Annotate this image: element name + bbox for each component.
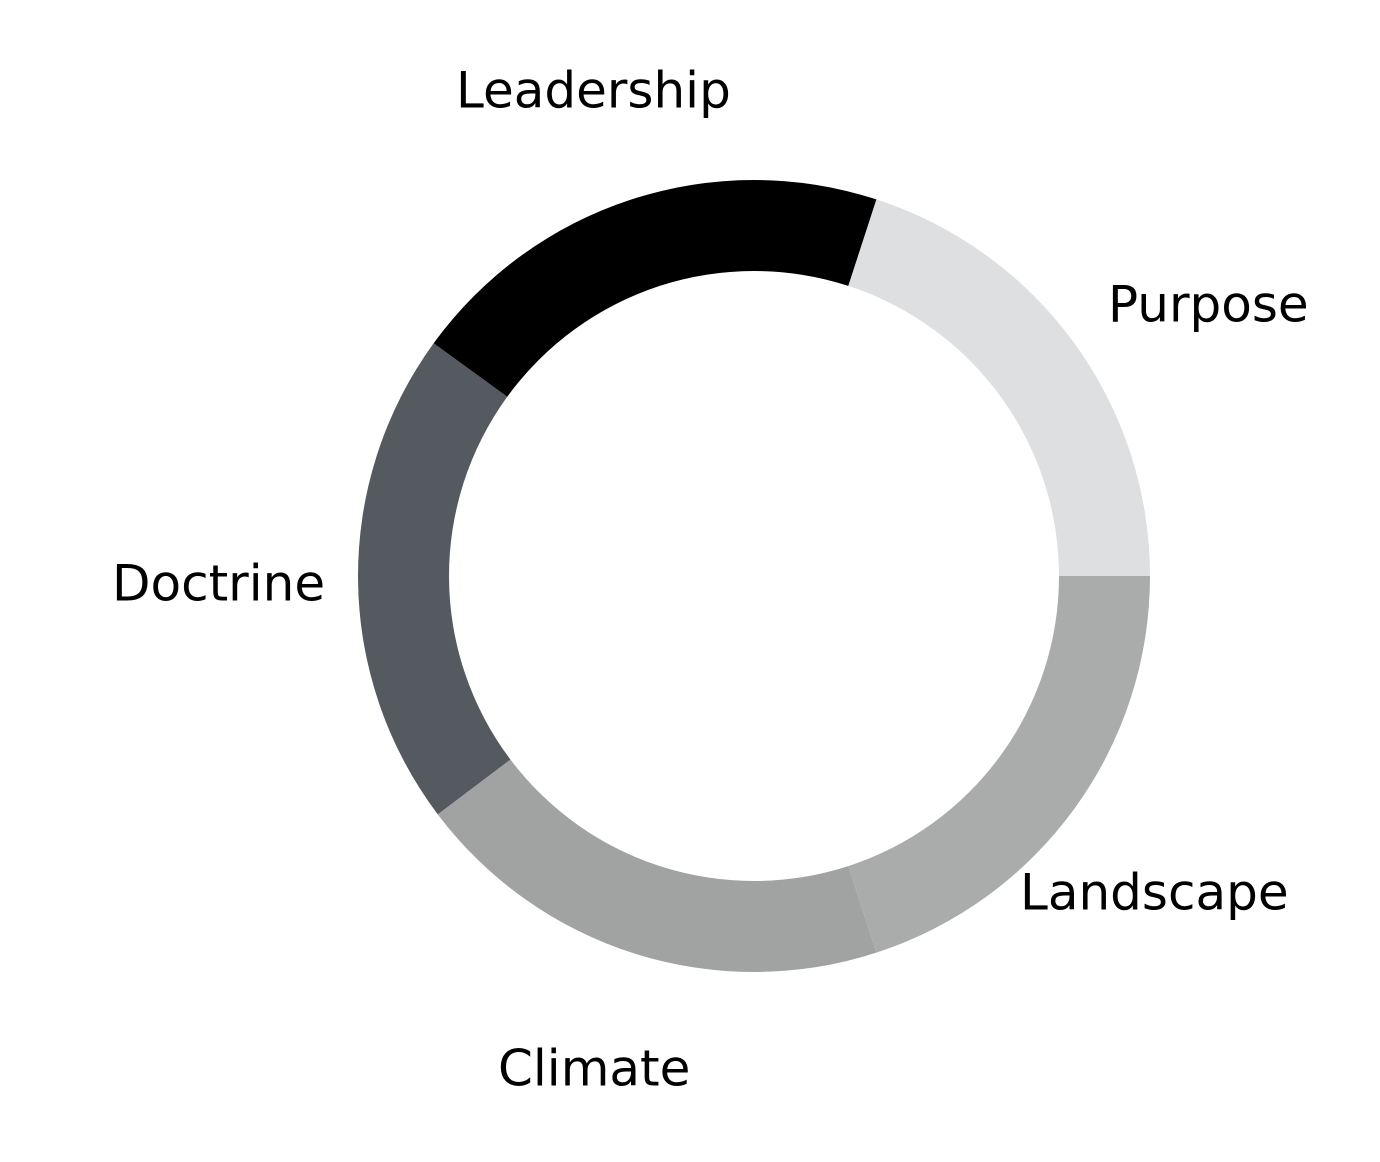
labels: Leadership Purpose Landscape Climate Doc… <box>112 62 1309 1098</box>
segment-purpose <box>848 199 1150 576</box>
segment-leadership <box>433 179 877 397</box>
label-climate: Climate <box>498 1040 690 1098</box>
segment-climate <box>437 759 877 973</box>
label-doctrine: Doctrine <box>112 555 325 613</box>
label-purpose: Purpose <box>1108 276 1309 334</box>
label-leadership: Leadership <box>456 62 731 120</box>
segment-landscape <box>848 576 1151 953</box>
ring <box>358 179 1151 973</box>
segment-doctrine <box>358 343 511 815</box>
label-landscape: Landscape <box>1020 864 1289 922</box>
